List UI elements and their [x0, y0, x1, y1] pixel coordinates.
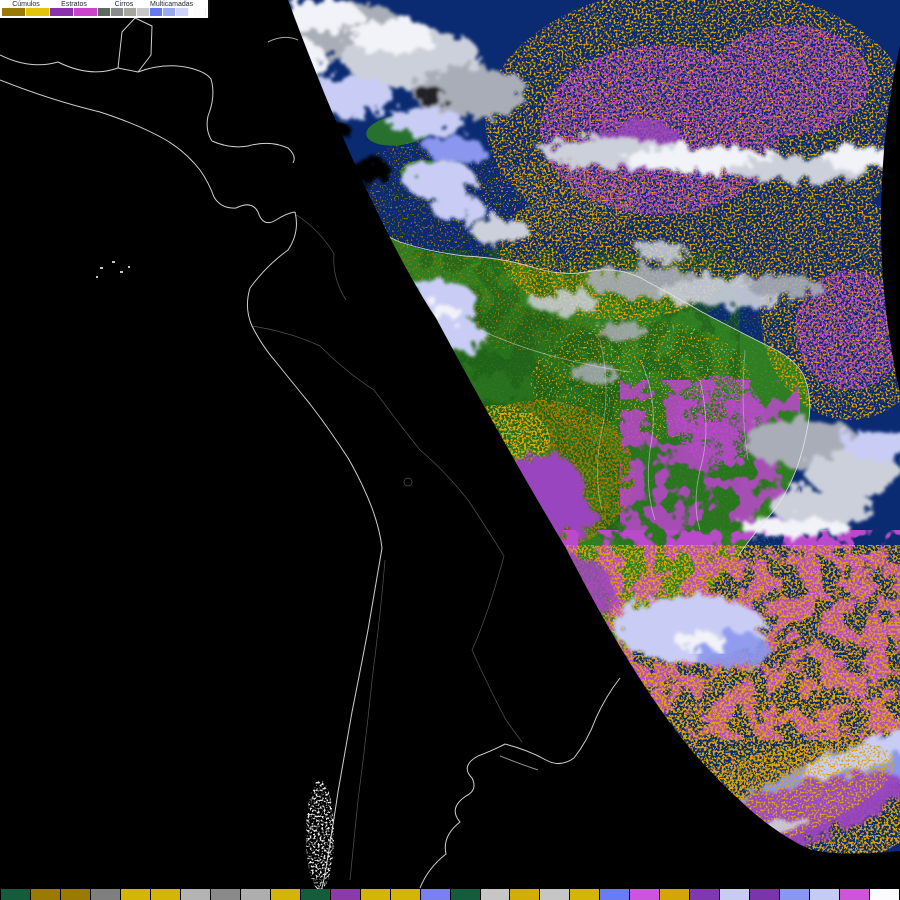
legend-swatch-row — [50, 8, 98, 16]
legend-group: Multicamadas — [150, 1, 193, 16]
colorbar-cell — [240, 889, 270, 900]
cirrus-white-clouds — [288, 0, 900, 536]
legend-swatch — [137, 8, 150, 16]
colorbar-cell — [90, 889, 120, 900]
legend-group-label — [193, 1, 206, 8]
colorbar-cell — [300, 889, 330, 900]
colorbar-cell — [570, 889, 600, 900]
colorbar-cell — [30, 889, 60, 900]
colorbar-cell — [750, 889, 780, 900]
legend-group — [193, 1, 207, 16]
colorbar-cell — [660, 889, 690, 900]
colorbar-cell — [720, 889, 750, 900]
day-side-coastlines — [334, 214, 811, 557]
legend-swatch — [163, 8, 176, 16]
colorbar-cell — [600, 889, 630, 900]
colorbar-cell — [870, 889, 900, 900]
legend-swatch — [50, 8, 74, 16]
cloud-type-legend: Cúmulos Estratos Cirros Multicamadas — [0, 0, 211, 18]
legend-swatch — [74, 8, 98, 16]
legend-groups: Cúmulos Estratos Cirros Multicamadas — [2, 1, 207, 16]
colorbar-cell — [420, 889, 450, 900]
legend-swatch-row — [193, 8, 207, 16]
legend-group-label: Estratos — [61, 1, 87, 8]
colorbar-cell — [810, 889, 840, 900]
legend-group-label: Multicamadas — [150, 1, 194, 8]
colorbar-cell — [450, 889, 480, 900]
colorbar-cell — [780, 889, 810, 900]
colorbar-cell — [270, 889, 300, 900]
legend-swatch — [124, 8, 137, 16]
colorbar-cell — [210, 889, 240, 900]
colorbar-cell — [60, 889, 90, 900]
legend-group: Cirros — [98, 1, 150, 16]
colorbar-cell — [480, 889, 510, 900]
colorbar-cell — [120, 889, 150, 900]
legend-swatch-row — [2, 8, 50, 16]
legend-group: Estratos — [50, 1, 98, 16]
colorbar-cell — [1, 889, 30, 900]
legend-swatch — [26, 8, 50, 16]
night-side-borders — [251, 213, 523, 881]
legend-swatch — [98, 8, 111, 16]
classification-colorbar — [0, 889, 900, 900]
legend-group-label: Cirros — [114, 1, 134, 8]
legend-group: Cúmulos — [2, 1, 50, 16]
fjord-speckle — [306, 780, 334, 890]
colorbar-cell — [540, 889, 570, 900]
colorbar-cell — [360, 889, 390, 900]
legend-swatch — [176, 8, 189, 16]
colorbar-cell — [840, 889, 870, 900]
colorbar-cell — [690, 889, 720, 900]
colorbar-cell — [180, 889, 210, 900]
colorbar-cell — [390, 889, 420, 900]
legend-swatch — [111, 8, 124, 16]
legend-swatch-row — [150, 8, 193, 16]
colorbar-cell — [510, 889, 540, 900]
legend-group-label: Cúmulos — [12, 1, 40, 8]
colorbar-cell — [330, 889, 360, 900]
legend-swatch-row — [98, 8, 150, 16]
colorbar-cell — [150, 889, 180, 900]
islands-dots — [96, 261, 130, 278]
legend-swatch — [150, 8, 163, 16]
legend-swatch — [193, 8, 207, 16]
earth-limb-edge — [881, 46, 900, 394]
legend-swatch — [2, 8, 26, 16]
colorbar-cell — [630, 889, 660, 900]
